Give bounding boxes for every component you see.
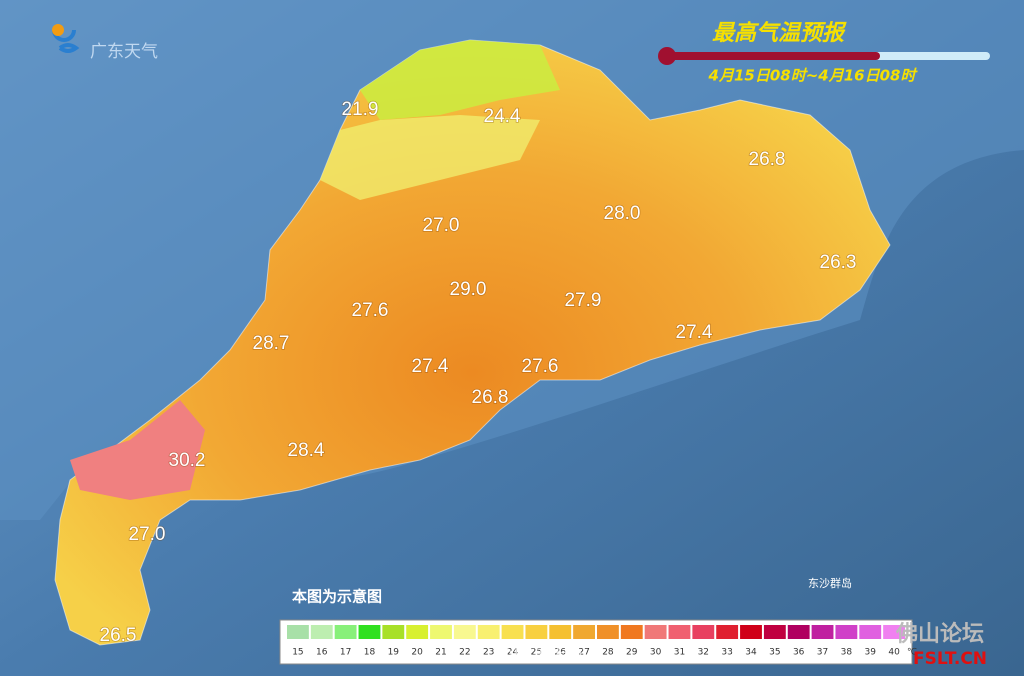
legend-tick: 15 xyxy=(292,648,303,658)
legend-swatch xyxy=(763,625,786,639)
watermark-site: FSLT.CN xyxy=(913,649,987,669)
legend-tick: 24 xyxy=(507,648,519,658)
watermark-forum: 佛山论坛 xyxy=(895,621,984,647)
temperature-label: 26.3 xyxy=(820,252,857,273)
legend-swatch xyxy=(859,625,882,639)
cool-area xyxy=(360,40,560,120)
legend-tick: 40 xyxy=(888,648,900,658)
legend-swatch xyxy=(501,625,524,639)
legend-tick: 25 xyxy=(531,648,542,658)
legend-swatch xyxy=(549,625,572,639)
legend-swatch xyxy=(692,625,715,639)
legend-tick: 36 xyxy=(793,648,805,658)
legend-swatch xyxy=(787,625,810,639)
temperature-label: 26.8 xyxy=(749,149,786,170)
legend-unit: ℃ xyxy=(907,648,917,658)
logo-sun xyxy=(52,24,64,36)
legend-tick: 22 xyxy=(459,648,470,658)
legend-tick: 20 xyxy=(411,648,423,658)
legend-swatch xyxy=(287,625,309,639)
legend-swatch xyxy=(835,625,858,639)
legend-tick: 17 xyxy=(340,648,351,658)
temperature-label: 27.6 xyxy=(352,300,389,321)
legend-swatch xyxy=(740,625,762,639)
legend-tick: 16 xyxy=(316,648,328,658)
legend-tick: 23 xyxy=(483,648,494,658)
legend-swatch xyxy=(597,625,619,639)
legend-tick: 37 xyxy=(817,648,828,658)
legend-tick: 26 xyxy=(555,648,567,658)
temperature-label: 21.9 xyxy=(342,99,379,120)
legend-tick: 34 xyxy=(745,648,757,658)
temperature-label: 30.2 xyxy=(169,450,206,471)
legend-swatch xyxy=(382,625,405,639)
legend-swatch xyxy=(430,625,452,639)
legend-tick: 19 xyxy=(388,648,400,658)
temperature-label: 27.6 xyxy=(522,356,559,377)
legend-swatch xyxy=(334,625,357,639)
watermark-weibo: @广东天气 xyxy=(495,644,585,665)
title: 最高气温预报 xyxy=(712,20,847,46)
legend-swatch xyxy=(883,625,905,639)
legend-swatch xyxy=(811,625,834,639)
legend-swatch xyxy=(620,625,643,639)
legend-swatch xyxy=(716,625,739,639)
legend-tick: 39 xyxy=(865,648,877,658)
temperature-label: 27.4 xyxy=(676,322,713,343)
temperature-label: 27.4 xyxy=(412,356,449,377)
legend-swatch xyxy=(358,625,381,639)
legend-tick: 28 xyxy=(602,648,614,658)
legend-tick: 32 xyxy=(698,648,709,658)
temperature-label: 29.0 xyxy=(450,279,487,300)
temperature-label: 28.7 xyxy=(253,333,290,354)
logo-text: 广东天气 xyxy=(90,42,158,62)
mild-area xyxy=(320,115,540,200)
temperature-labels: 21.9 24.4 26.8 27.0 28.0 26.3 29.0 27.9 27.6 28.7… xyxy=(99,98,857,647)
legend-note: 本图为示意图 xyxy=(292,588,382,606)
hot-area xyxy=(70,400,205,500)
islands-label: 东沙群岛 xyxy=(808,576,852,590)
legend-swatch xyxy=(453,625,476,639)
legend-tick: 18 xyxy=(364,648,376,658)
legend-tick: 38 xyxy=(841,648,853,658)
legend-swatch xyxy=(477,625,500,639)
legend-swatch xyxy=(525,625,548,639)
period: 4月15日08时~4月16日08时 xyxy=(708,67,919,85)
legend-swatch xyxy=(644,625,667,639)
legend-swatch xyxy=(406,625,429,639)
temperature-label: 28.0 xyxy=(604,203,641,224)
temperature-label: 28.4 xyxy=(288,440,325,461)
legend-tick: 29 xyxy=(626,648,638,658)
legend-tick: 33 xyxy=(721,648,732,658)
legend-swatch xyxy=(573,625,595,639)
legend: 15 16 17 18 19 20 21 22 23 24 25 26 27 28 29 30 31 32 33 34… xyxy=(287,625,917,658)
legend-tick: 31 xyxy=(674,648,685,658)
temperature-label: 26.8 xyxy=(472,387,509,408)
legend-swatch xyxy=(668,625,691,639)
legend-tick: 30 xyxy=(650,648,662,658)
legend-swatch xyxy=(310,625,333,639)
temperature-label: 27.9 xyxy=(565,290,602,311)
legend-tick: 21 xyxy=(435,648,446,658)
legend-tick: 35 xyxy=(769,648,780,658)
legend-tick: 27 xyxy=(578,648,589,658)
temperature-label: 27.0 xyxy=(129,524,166,545)
title-bar-fill xyxy=(665,52,880,60)
title-bar-knob xyxy=(658,47,676,65)
guangdong xyxy=(54,39,891,646)
temperature-label: 26.5 xyxy=(100,625,137,646)
temperature-label: 27.0 xyxy=(423,215,460,236)
temperature-label: 24.4 xyxy=(484,106,521,127)
